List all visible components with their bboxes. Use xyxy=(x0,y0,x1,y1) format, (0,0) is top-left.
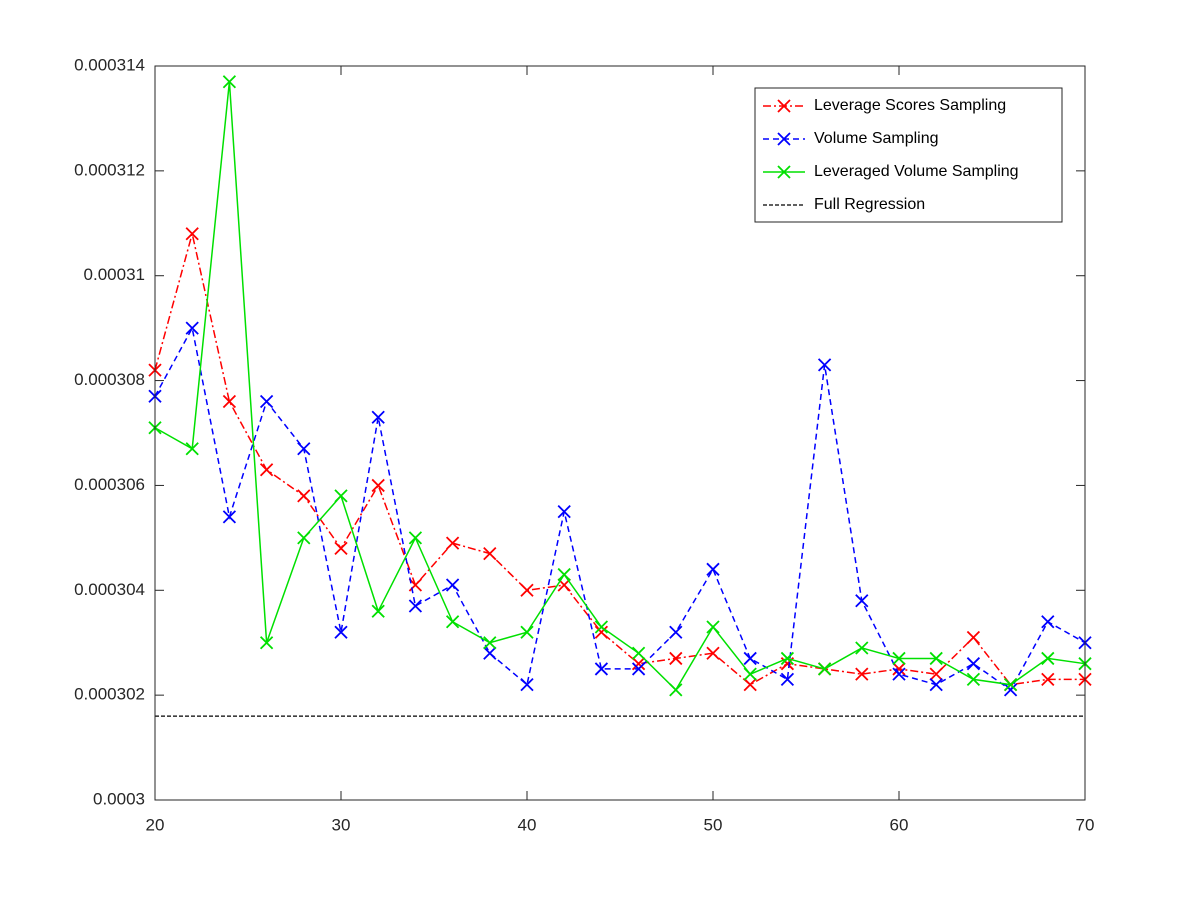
marker xyxy=(669,625,683,639)
x-tick-label: 50 xyxy=(704,815,723,834)
legend-label: Volume Sampling xyxy=(814,130,939,147)
marker xyxy=(297,489,311,503)
legend: Leverage Scores Sampling Volume Sampling L… xyxy=(754,87,1063,223)
marker xyxy=(557,567,571,582)
legend-box xyxy=(754,87,1063,223)
x-tick-label: 30 xyxy=(332,815,351,834)
marker xyxy=(669,651,683,666)
marker xyxy=(334,625,348,639)
marker xyxy=(371,604,385,618)
marker xyxy=(892,667,906,681)
marker xyxy=(259,636,274,650)
marker xyxy=(631,646,646,660)
legend-marker xyxy=(777,132,791,146)
marker xyxy=(222,394,237,409)
marker xyxy=(1003,678,1018,692)
marker xyxy=(706,562,720,576)
marker xyxy=(892,662,906,676)
marker xyxy=(408,531,423,545)
series-line xyxy=(154,233,1085,686)
marker xyxy=(929,667,943,681)
marker xyxy=(483,636,497,650)
y-tick-label: 0.00031 xyxy=(84,265,145,284)
marker xyxy=(1041,615,1055,629)
y-tick-label: 0.000314 xyxy=(74,55,145,74)
marker xyxy=(817,358,832,372)
marker xyxy=(780,651,795,666)
marker xyxy=(1041,672,1055,687)
marker xyxy=(371,410,385,424)
marker xyxy=(594,625,609,639)
marker xyxy=(557,505,571,519)
x-tick-label: 40 xyxy=(518,815,537,834)
y-tick-label: 0.000306 xyxy=(74,475,145,494)
marker xyxy=(855,667,869,681)
marker xyxy=(594,662,609,676)
marker xyxy=(297,442,311,456)
marker xyxy=(334,489,348,503)
marker xyxy=(743,678,757,692)
marker xyxy=(855,594,869,608)
marker xyxy=(855,641,869,655)
marker xyxy=(483,646,497,660)
plot-frame xyxy=(154,65,1086,801)
marker xyxy=(445,536,460,550)
marker xyxy=(222,75,237,89)
marker xyxy=(817,662,832,676)
y-tick-label: 0.000304 xyxy=(74,580,145,599)
marker xyxy=(743,667,757,681)
series-line xyxy=(154,81,1086,692)
marker xyxy=(483,546,497,561)
marker xyxy=(520,678,534,692)
marker xyxy=(185,442,199,456)
x-tick-label: 70 xyxy=(1076,815,1095,834)
marker xyxy=(1041,651,1055,666)
marker xyxy=(929,678,943,692)
marker xyxy=(780,672,795,687)
marker xyxy=(185,227,199,241)
marker xyxy=(222,510,237,524)
legend-label: Leveraged Volume Sampling xyxy=(814,163,1019,180)
marker xyxy=(669,683,683,697)
marker xyxy=(297,531,311,545)
marker xyxy=(631,657,646,671)
marker xyxy=(966,630,981,645)
marker xyxy=(966,657,981,671)
legend-marker xyxy=(777,165,791,179)
marker xyxy=(706,646,720,660)
marker xyxy=(445,578,460,592)
legend-label: Leverage Scores Sampling xyxy=(814,97,1006,114)
x-tick-label: 60 xyxy=(890,815,909,834)
x-tick-label: 20 xyxy=(146,815,165,834)
marker xyxy=(892,651,906,666)
marker xyxy=(334,541,348,555)
marker xyxy=(706,620,720,634)
marker xyxy=(259,463,274,477)
marker xyxy=(966,672,981,687)
marker xyxy=(520,625,534,639)
legend-label: Full Regression xyxy=(814,196,925,213)
marker xyxy=(371,478,385,493)
marker xyxy=(185,321,199,335)
marker xyxy=(743,651,757,666)
marker xyxy=(1003,683,1018,697)
marker xyxy=(520,583,534,597)
marker xyxy=(259,394,274,409)
y-tick-label: 0.000308 xyxy=(74,370,145,389)
marker xyxy=(594,620,609,634)
legend-marker xyxy=(777,99,791,113)
y-tick-label: 0.000302 xyxy=(74,685,145,704)
y-tick-label: 0.000312 xyxy=(74,160,145,179)
marker xyxy=(445,615,460,629)
marker xyxy=(408,599,423,613)
marker xyxy=(929,651,943,666)
y-tick-label: 0.0003 xyxy=(93,789,145,808)
marker xyxy=(631,662,646,676)
series-line xyxy=(154,325,1086,691)
